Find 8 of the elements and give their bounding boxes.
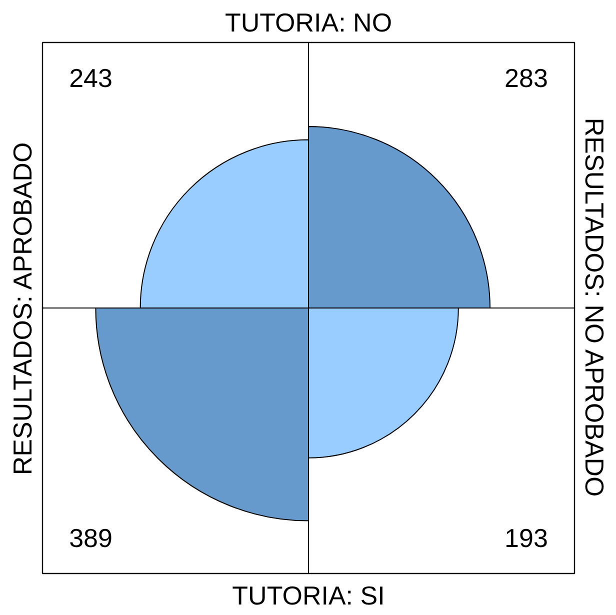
data-label: 243 (69, 63, 112, 94)
data-label: 193 (504, 522, 548, 553)
text: TUTORIA: NO (224, 8, 392, 38)
text: RESULTADOS: NO APROBADO (580, 118, 610, 497)
data-label: 389 (69, 522, 112, 553)
data-label: 283 (504, 63, 548, 94)
text: TUTORIA: SI (232, 580, 385, 610)
text: RESULTADOS: APROBADO (8, 142, 38, 476)
